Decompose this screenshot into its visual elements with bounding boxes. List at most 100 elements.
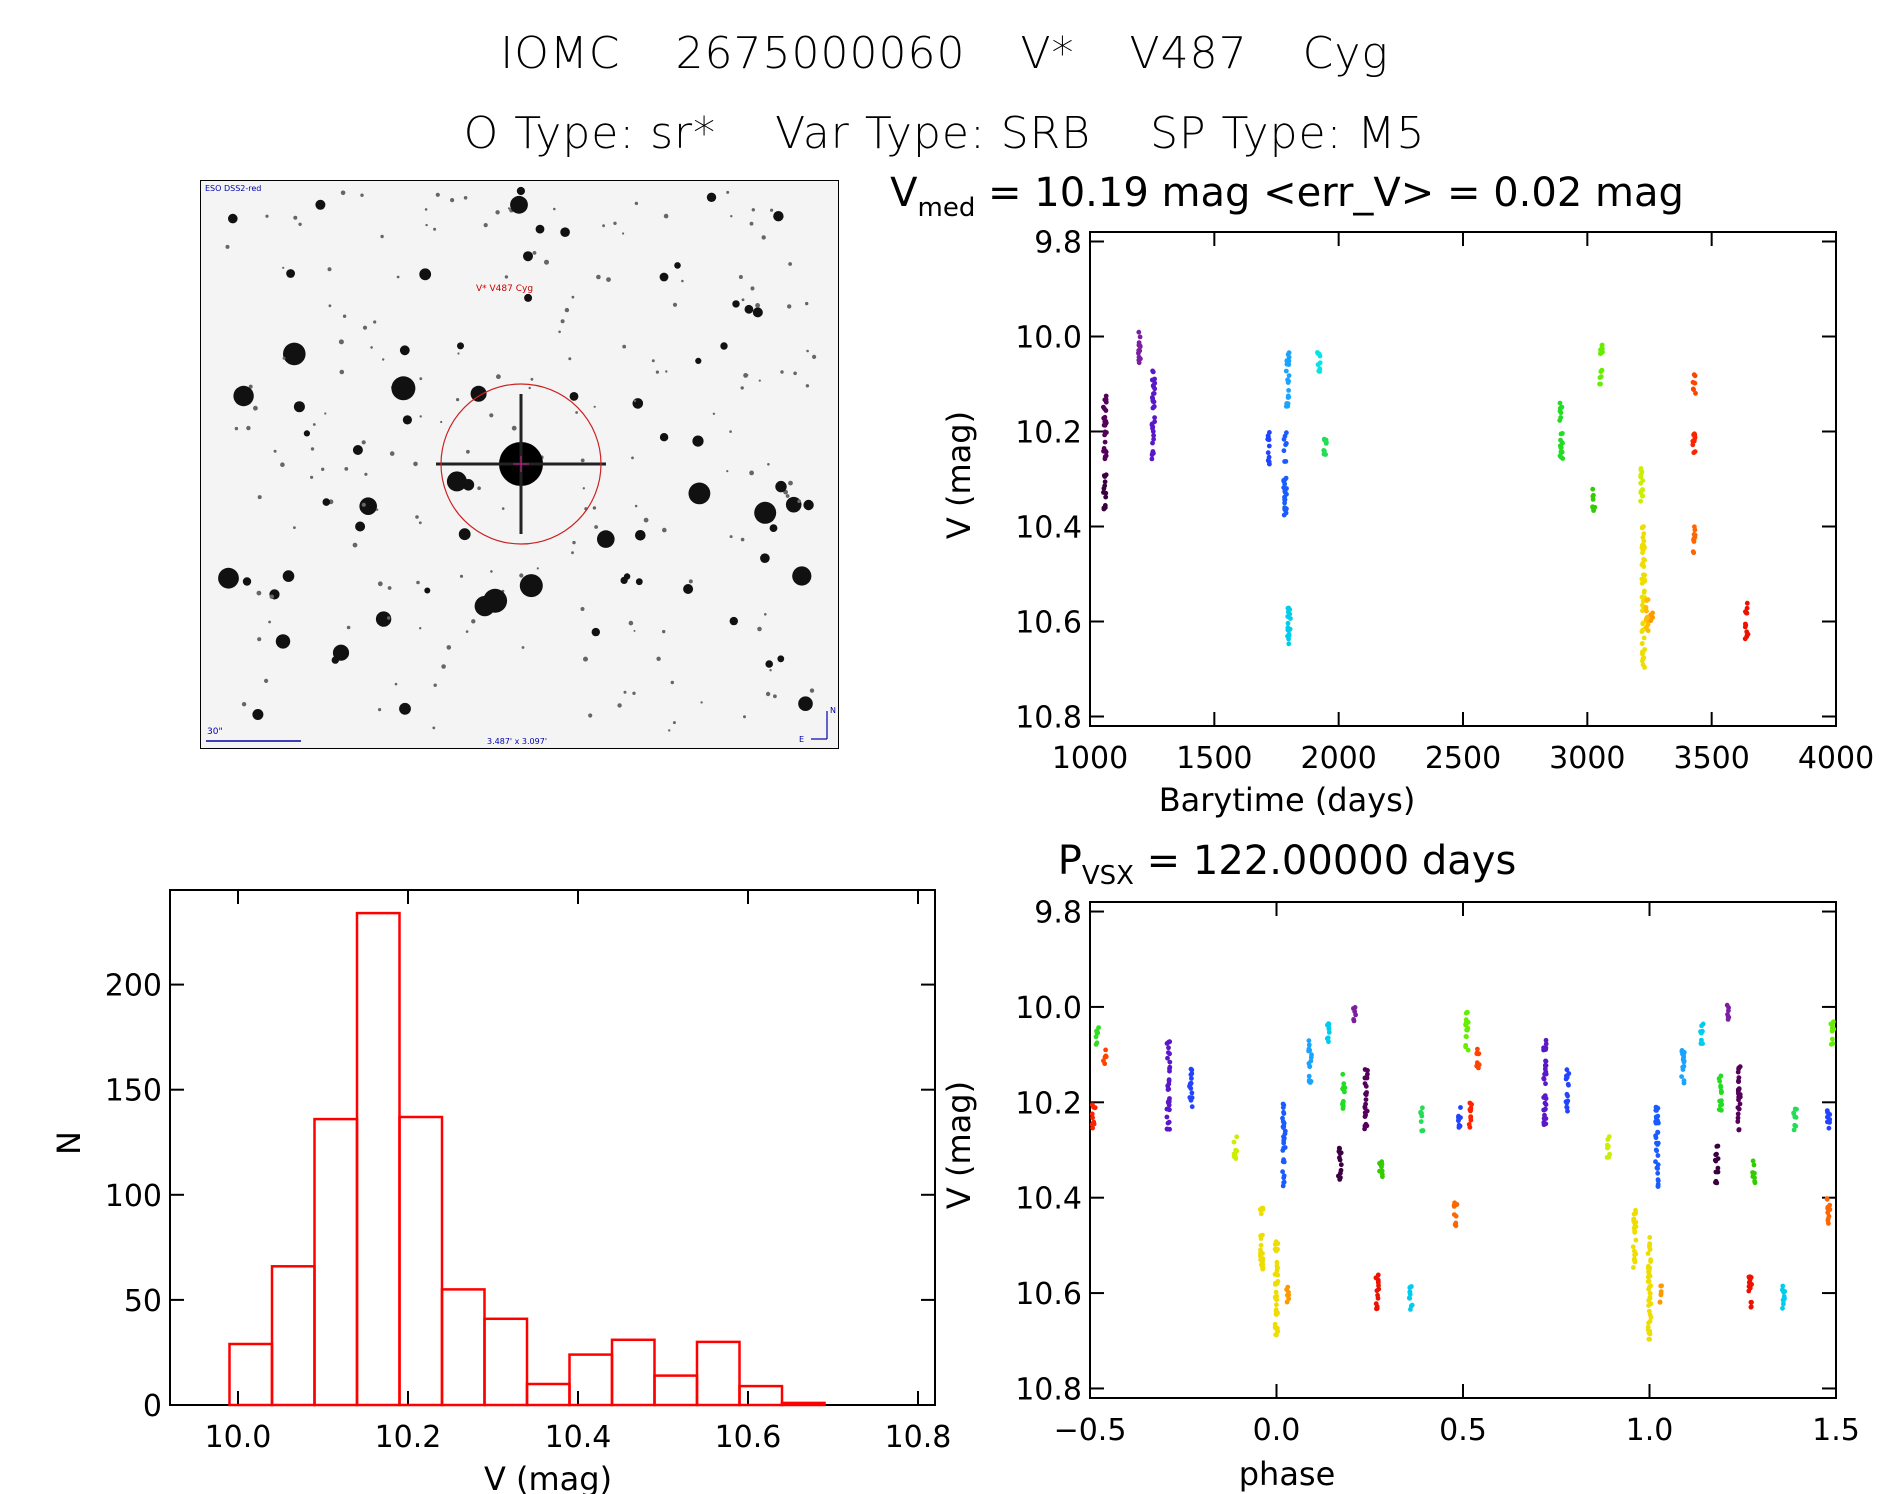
data-point [1273,1242,1278,1247]
y-tick-label: 10.2 [1015,1086,1082,1121]
data-point [1638,472,1644,478]
field-star [450,198,455,203]
point-cluster [1362,1067,1370,1132]
field-star [477,486,481,491]
point-cluster [1735,1064,1743,1133]
field-star [433,683,437,687]
data-point [1543,1071,1549,1077]
data-point [1266,458,1271,464]
point-cluster [1164,1039,1173,1132]
histogram-bar [780,1401,826,1407]
data-point [1258,1242,1264,1248]
data-point [1336,1145,1342,1151]
data-point [1647,1284,1653,1289]
data-point [1151,450,1156,456]
data-point [1691,372,1697,378]
phase-curve-ylabel: V (mag) [940,1081,978,1209]
data-point [1463,1034,1469,1039]
field-star [787,304,792,309]
data-point [1451,1203,1457,1208]
field-star [726,470,729,473]
point-cluster [1824,1196,1833,1226]
field-star [596,274,601,280]
field-star [303,430,310,437]
field-star [440,420,443,424]
field-star [507,207,511,210]
field-star [805,384,810,388]
field-star [441,664,446,669]
data-point [1362,1067,1368,1072]
data-point [1698,1041,1704,1046]
data-point [1281,477,1287,483]
scale-label: 30" [207,727,223,737]
data-point [1281,1140,1287,1146]
data-point [1152,415,1157,420]
data-point [1746,1288,1752,1294]
histogram-bars [228,911,826,1407]
field-star [606,277,611,282]
data-point [1280,1148,1286,1153]
data-point [1408,1307,1413,1312]
field-star [474,595,495,617]
data-point [1736,1127,1742,1133]
data-point [1647,1291,1653,1296]
field-star [489,413,494,418]
field-star [268,620,271,624]
target-label: V* V487 Cyg [476,284,533,294]
data-point [1736,1079,1741,1084]
data-point [1590,497,1596,502]
data-point [1102,439,1108,445]
field-star [321,467,325,471]
phase-title-symbol: P [1058,838,1082,884]
field-star [396,275,400,279]
y-tick-label: 10.6 [1015,1277,1082,1312]
x-tick-label: 10.8 [885,1420,952,1455]
data-point [1644,624,1649,630]
data-point [1713,1158,1719,1164]
field-star [446,471,467,492]
data-point [1744,600,1750,606]
data-point [1719,1098,1724,1104]
field-star [651,359,655,363]
field-star [523,251,533,262]
data-point [1166,1106,1172,1112]
data-point [1375,1295,1381,1301]
field-star [286,269,295,278]
field-star [674,262,681,269]
data-point [1640,662,1646,668]
field-star [569,392,579,401]
y-tick-label: 10.0 [1015,321,1082,356]
field-star [785,494,790,498]
data-point [1166,1098,1172,1104]
field-star [433,227,437,231]
data-point [1307,1048,1313,1053]
data-point [1692,534,1698,540]
point-cluster [1283,350,1292,409]
data-point [1746,1274,1752,1280]
data-point [1655,1170,1661,1176]
point-cluster [1643,597,1651,634]
data-point [1286,350,1292,356]
data-point [1830,1036,1835,1042]
field-star [700,701,703,704]
data-point [1700,1021,1706,1027]
data-point [1407,1284,1413,1290]
data-point [1465,1047,1471,1053]
field-star [382,358,385,361]
data-point [1633,1210,1638,1216]
data-point [1285,609,1291,615]
data-point [1463,1017,1469,1023]
y-tick-label: 100 [105,1179,162,1214]
data-point [1324,440,1329,445]
figure-subtitle: O Type: sr* Var Type: SRB SP Type: M5 [0,108,1889,159]
data-point [1281,1120,1287,1126]
field-star [591,627,600,637]
data-point [1743,621,1748,627]
field-star [510,195,528,214]
data-point [1650,610,1655,616]
data-point [1631,1265,1636,1270]
data-point [1464,1009,1470,1015]
data-point [1374,1306,1380,1311]
field-star [501,507,505,510]
phase-title-rest: = 122.00000 days [1134,838,1516,884]
